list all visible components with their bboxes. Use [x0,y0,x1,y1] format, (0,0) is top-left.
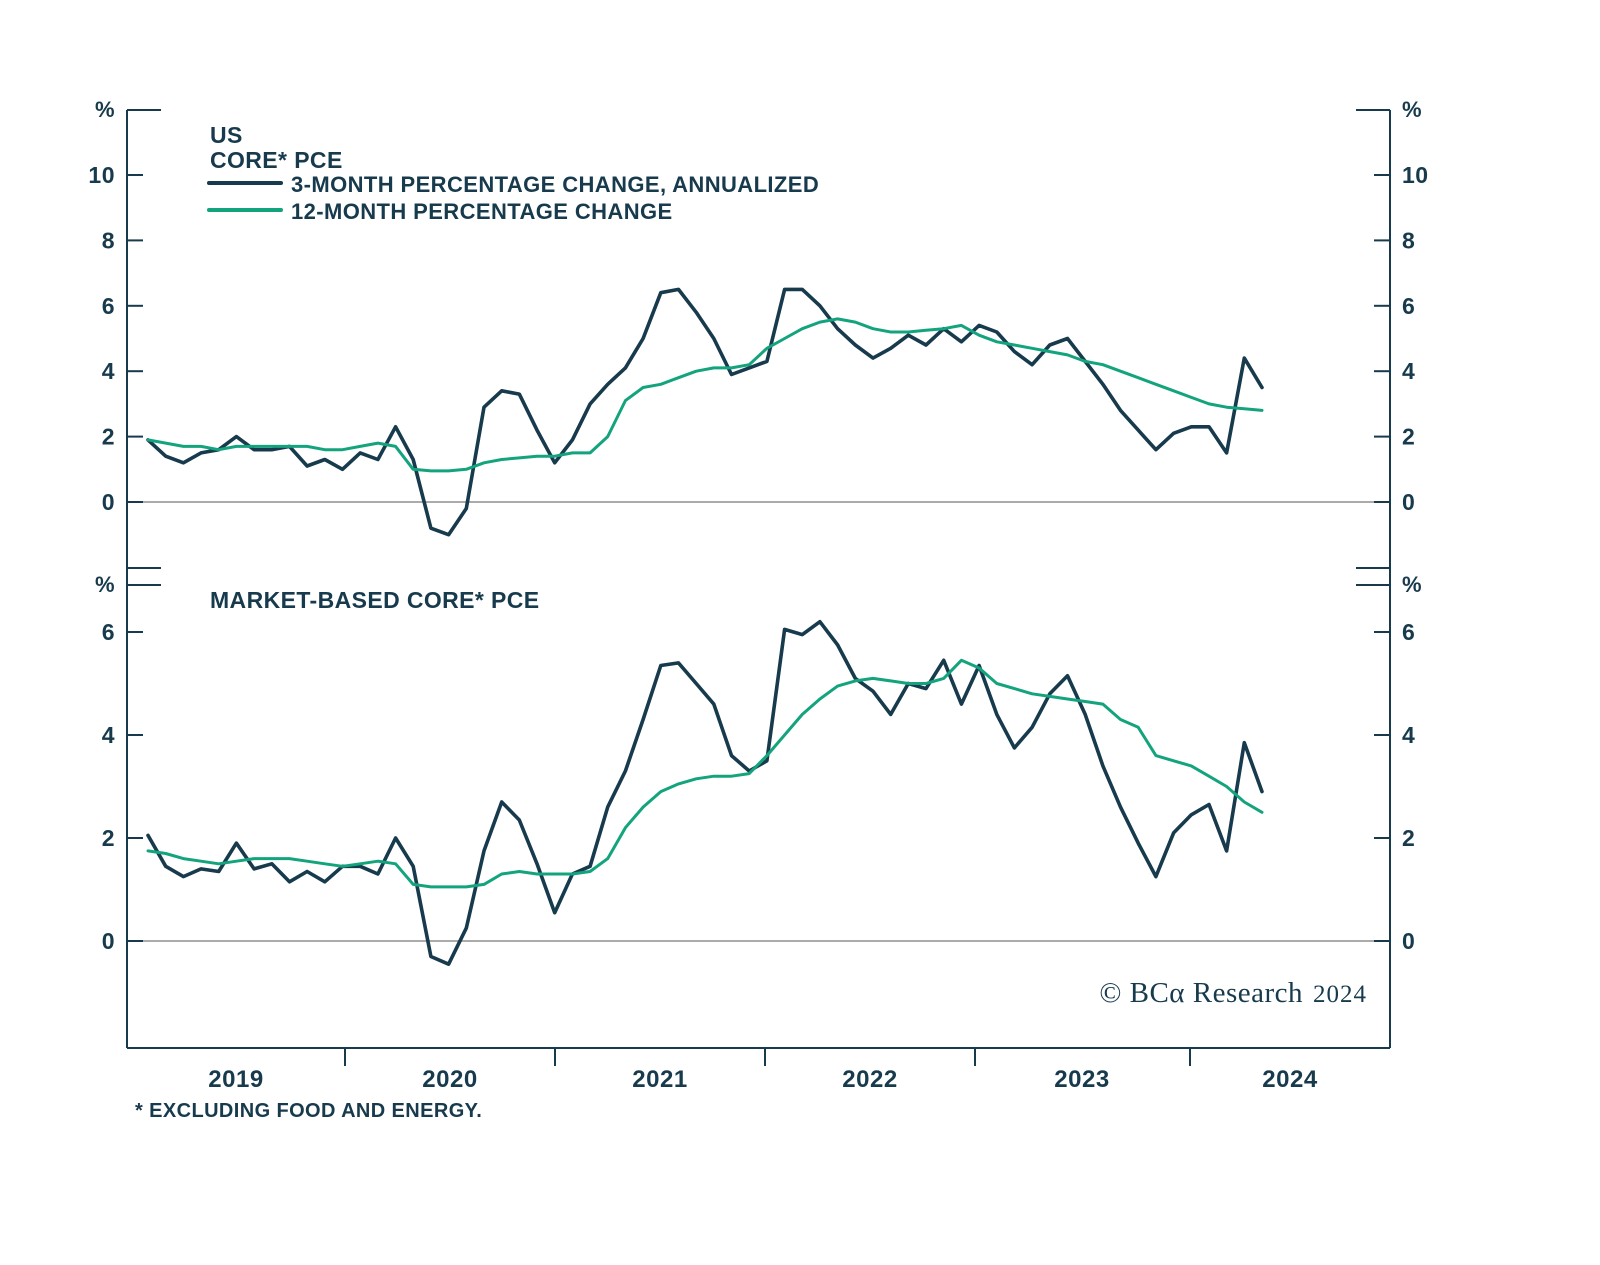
y-axis-label: 2 [1402,424,1415,450]
y-axis-label: 0 [102,928,115,954]
chart-title-country: US [210,122,243,148]
series-line-3-month [146,287,1264,537]
copyright-year: 2024 [1313,981,1367,1008]
y-axis-label: 4 [102,358,115,384]
series-line-3-month [146,619,1264,967]
y-axis-label: 6 [102,293,115,319]
footnote: * EXCLUDING FOOD AND ENERGY. [135,1100,483,1122]
year-label: 2019 [208,1066,263,1093]
chart-title-core-pce: CORE* PCE [210,147,343,173]
y-axis-label: 8 [102,227,115,253]
y-axis-label: 0 [102,489,115,515]
y-axis-label: 0 [1402,928,1415,954]
series-line-12-month [146,658,1264,889]
y-axis-label: 2 [102,825,115,851]
legend-label-12-month: 12-MONTH PERCENTAGE CHANGE [291,199,673,224]
legend-swatch-12-month [207,208,283,212]
series-line-12-month [146,317,1264,473]
copyright: © BCα Research 2024 [1099,977,1367,1010]
year-label: 2024 [1262,1066,1318,1093]
year-label: 2022 [842,1066,897,1093]
y-axis-label: 4 [1402,722,1415,748]
legend-swatch-3-month [207,181,283,185]
year-label: 2021 [632,1066,687,1093]
y-axis-label: 8 [1402,227,1415,253]
year-label: 2023 [1054,1066,1109,1093]
y-axis-label: 6 [1402,619,1415,645]
percent-label: % [95,97,115,122]
y-axis-label: 4 [1402,358,1415,384]
percent-label: % [1402,97,1422,122]
y-axis-label: 6 [102,619,115,645]
y-axis-label: 10 [1402,162,1429,188]
y-axis-label: 10 [88,162,115,188]
copyright-main: © BCα Research [1099,977,1303,1009]
percent-label: % [95,572,115,597]
legend-label-3-month: 3-MONTH PERCENTAGE CHANGE, ANNUALIZED [291,172,820,197]
y-axis-label: 2 [1402,825,1415,851]
percent-label: % [1402,572,1422,597]
chart-title-market-based: MARKET-BASED CORE* PCE [210,587,540,613]
year-label: 2020 [422,1066,477,1093]
y-axis-label: 4 [102,722,115,748]
y-axis-label: 6 [1402,293,1415,319]
y-axis-label: 2 [102,424,115,450]
y-axis-label: 0 [1402,489,1415,515]
